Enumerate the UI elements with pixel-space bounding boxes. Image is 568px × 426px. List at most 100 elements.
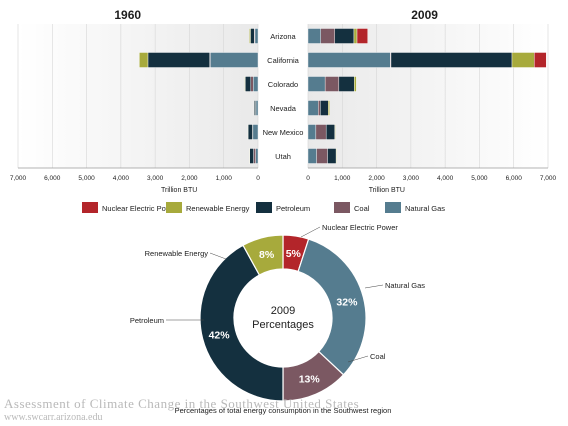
bar-2009-renewable-energy <box>354 76 357 92</box>
legend-swatch <box>166 202 182 213</box>
panel-2009-background <box>308 24 548 168</box>
donut-leader-line <box>364 284 384 289</box>
bar-2009-petroleum <box>320 100 329 116</box>
x-tick-label-2009: 3,000 <box>403 175 420 182</box>
bar-2009-coal <box>320 28 335 44</box>
donut-center-label: Percentages <box>252 319 314 331</box>
legend-swatch <box>385 202 401 213</box>
x-tick-label-2009: 7,000 <box>540 175 557 182</box>
legend-label: Coal <box>354 204 370 213</box>
donut-percent-label: 32% <box>336 297 358 309</box>
bar-1960-renewable-energy <box>249 28 251 44</box>
bar-2009-natural-gas <box>307 28 321 44</box>
bar-2009-renewable-energy <box>334 124 336 140</box>
legend-swatch <box>256 202 272 213</box>
category-label: California <box>267 56 300 65</box>
bar-2009-natural-gas <box>307 52 391 68</box>
donut-slice-petroleum <box>199 244 284 402</box>
x-tick-label-1960: 4,000 <box>113 175 130 182</box>
x-tick-label-1960: 1,000 <box>216 175 233 182</box>
x-axis-title-1960: Trillion BTU <box>161 187 197 194</box>
x-tick-label-2009: 1,000 <box>334 175 351 182</box>
bar-2009-natural-gas <box>307 124 317 140</box>
donut-slice-natural-gas <box>297 238 367 376</box>
bar-2009-petroleum <box>390 52 513 68</box>
x-tick-label-1960: 5,000 <box>78 175 95 182</box>
bar-2009-petroleum <box>334 28 355 44</box>
bar-1960-natural-gas <box>255 100 259 116</box>
donut-percent-label: 8% <box>259 249 275 261</box>
x-tick-label-2009: 6,000 <box>506 175 523 182</box>
bar-2009-renewable-energy <box>328 100 330 116</box>
category-label: New Mexico <box>263 128 304 137</box>
bar-1960-coal <box>253 148 256 164</box>
bar-1960-petroleum <box>249 148 254 164</box>
title-1960: 1960 <box>114 8 141 22</box>
bar-2009-coal <box>324 76 340 92</box>
bar-2009-coal <box>315 124 327 140</box>
bar-1960-natural-gas <box>210 52 259 68</box>
bar-2009-renewable-energy <box>335 148 338 164</box>
bar-2009-natural-gas <box>307 100 319 116</box>
title-2009: 2009 <box>411 8 438 22</box>
x-tick-label-2009: 4,000 <box>437 175 454 182</box>
legend-label: Petroleum <box>276 204 310 213</box>
bar-2009-renewable-energy <box>511 52 535 68</box>
donut-leader-line <box>300 226 321 238</box>
donut-slice-name: Petroleum <box>130 316 164 325</box>
donut-slice-name: Natural Gas <box>385 281 425 290</box>
bar-2009-petroleum <box>327 148 337 164</box>
bar-2009-nuclear-electric-power <box>356 28 368 44</box>
category-label: Colorado <box>268 80 298 89</box>
bar-1960-natural-gas <box>255 148 259 164</box>
category-label: Utah <box>275 152 291 161</box>
bar-2009-petroleum <box>325 124 335 140</box>
bar-2009-renewable-energy <box>353 28 358 44</box>
bar-1960-petroleum <box>245 76 251 92</box>
legend-swatch <box>334 202 350 213</box>
footer-url: www.swcarr.arizona.edu <box>4 412 103 423</box>
bar-1960-natural-gas <box>252 76 259 92</box>
bar-1960-coal <box>250 76 254 92</box>
bar-1960-petroleum <box>247 124 253 140</box>
bar-1960-petroleum <box>254 100 256 116</box>
bar-1960-natural-gas <box>254 28 259 44</box>
bar-1960-renewable-energy <box>139 52 149 68</box>
donut-leader-line <box>209 252 227 260</box>
legend-label: Nuclear Electric Power <box>102 204 178 213</box>
donut-slice-name: Coal <box>370 352 386 361</box>
donut-slice-name: Renewable Energy <box>145 249 209 258</box>
x-tick-label-2009: 0 <box>306 175 310 182</box>
bar-1960-petroleum <box>147 52 210 68</box>
x-tick-label-2009: 2,000 <box>368 175 385 182</box>
donut-slice-renewable-energy <box>242 234 284 276</box>
panel-1960-background <box>18 24 258 168</box>
x-tick-label-1960: 3,000 <box>147 175 164 182</box>
bar-1960-petroleum <box>250 28 255 44</box>
legend-swatch <box>82 202 98 213</box>
x-tick-label-1960: 2,000 <box>181 175 198 182</box>
bar-2009-coal <box>318 100 321 116</box>
donut-slice-name: Nuclear Electric Power <box>322 223 398 232</box>
donut-percent-label: 42% <box>209 329 231 341</box>
bar-2009-coal <box>316 148 328 164</box>
x-axis-title-2009: Trillion BTU <box>369 187 405 194</box>
x-tick-label-2009: 5,000 <box>471 175 488 182</box>
donut-percent-label: 5% <box>286 248 302 260</box>
donut-center-year: 2009 <box>271 305 295 317</box>
donut-caption: Percentages of total energy consumption … <box>175 406 392 415</box>
x-tick-label-1960: 0 <box>256 175 260 182</box>
donut-percent-label: 13% <box>299 374 321 386</box>
x-tick-label-1960: 6,000 <box>44 175 61 182</box>
bar-1960-natural-gas <box>252 124 259 140</box>
bar-2009-nuclear-electric-power <box>534 52 547 68</box>
bar-2009-natural-gas <box>307 148 317 164</box>
category-label: Arizona <box>270 32 296 41</box>
category-label: Nevada <box>270 104 297 113</box>
legend-label: Natural Gas <box>405 204 445 213</box>
bar-2009-natural-gas <box>307 76 326 92</box>
bar-1960-renewable-energy <box>244 76 246 92</box>
legend-label: Renewable Energy <box>186 204 250 213</box>
x-tick-label-1960: 7,000 <box>10 175 27 182</box>
